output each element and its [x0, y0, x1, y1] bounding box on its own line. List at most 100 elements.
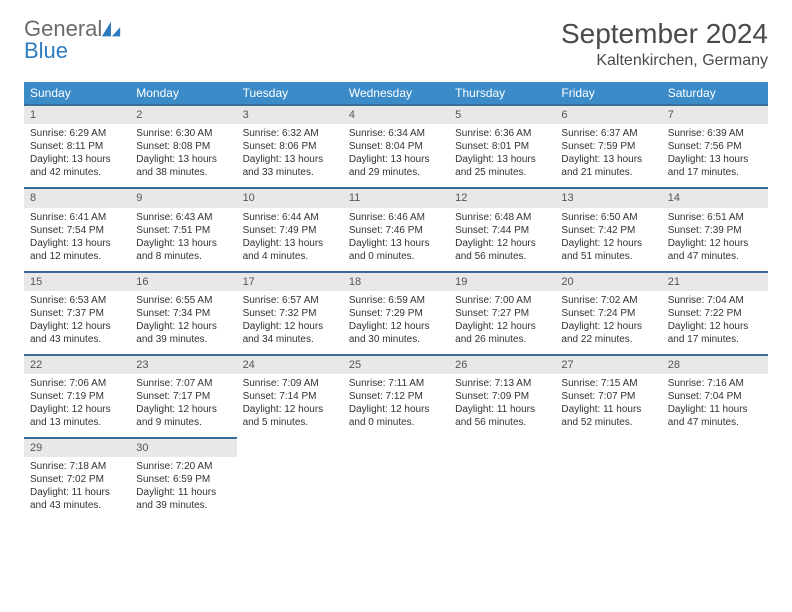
day-number: 7 — [662, 104, 768, 124]
day-cell: 18Sunrise: 6:59 AMSunset: 7:29 PMDayligh… — [343, 271, 449, 354]
sunrise-line: Sunrise: 6:37 AM — [561, 127, 655, 140]
day-body: Sunrise: 6:53 AMSunset: 7:37 PMDaylight:… — [24, 291, 130, 354]
sunrise-line: Sunrise: 6:51 AM — [668, 211, 762, 224]
sunrise-line: Sunrise: 6:55 AM — [136, 294, 230, 307]
title-block: September 2024 Kaltenkirchen, Germany — [561, 18, 768, 70]
sunrise-line: Sunrise: 7:13 AM — [455, 377, 549, 390]
day-body: Sunrise: 7:18 AMSunset: 7:02 PMDaylight:… — [24, 457, 130, 520]
day-cell: 30Sunrise: 7:20 AMSunset: 6:59 PMDayligh… — [130, 437, 236, 520]
sunrise-line: Sunrise: 7:07 AM — [136, 377, 230, 390]
day-cell — [555, 437, 661, 520]
day-cell: 3Sunrise: 6:32 AMSunset: 8:06 PMDaylight… — [237, 104, 343, 187]
daylight-line: Daylight: 12 hours and 26 minutes. — [455, 320, 549, 346]
sunset-line: Sunset: 7:42 PM — [561, 224, 655, 237]
daylight-line: Daylight: 12 hours and 39 minutes. — [136, 320, 230, 346]
day-number: 17 — [237, 271, 343, 291]
daylight-line: Daylight: 13 hours and 38 minutes. — [136, 153, 230, 179]
day-body: Sunrise: 6:59 AMSunset: 7:29 PMDaylight:… — [343, 291, 449, 354]
day-cell: 7Sunrise: 6:39 AMSunset: 7:56 PMDaylight… — [662, 104, 768, 187]
sunrise-line: Sunrise: 6:53 AM — [30, 294, 124, 307]
day-number: 12 — [449, 187, 555, 207]
week-row: 8Sunrise: 6:41 AMSunset: 7:54 PMDaylight… — [24, 187, 768, 270]
day-body: Sunrise: 6:48 AMSunset: 7:44 PMDaylight:… — [449, 208, 555, 271]
day-cell: 15Sunrise: 6:53 AMSunset: 7:37 PMDayligh… — [24, 271, 130, 354]
day-cell: 25Sunrise: 7:11 AMSunset: 7:12 PMDayligh… — [343, 354, 449, 437]
day-cell: 6Sunrise: 6:37 AMSunset: 7:59 PMDaylight… — [555, 104, 661, 187]
day-number: 3 — [237, 104, 343, 124]
sunset-line: Sunset: 7:22 PM — [668, 307, 762, 320]
daylight-line: Daylight: 13 hours and 17 minutes. — [668, 153, 762, 179]
day-number: 28 — [662, 354, 768, 374]
month-title: September 2024 — [561, 18, 768, 50]
sunset-line: Sunset: 7:39 PM — [668, 224, 762, 237]
day-header-row: SundayMondayTuesdayWednesdayThursdayFrid… — [24, 82, 768, 104]
daylight-line: Daylight: 13 hours and 0 minutes. — [349, 237, 443, 263]
day-cell: 28Sunrise: 7:16 AMSunset: 7:04 PMDayligh… — [662, 354, 768, 437]
sunset-line: Sunset: 8:06 PM — [243, 140, 337, 153]
day-number: 8 — [24, 187, 130, 207]
sunset-line: Sunset: 7:02 PM — [30, 473, 124, 486]
sunset-line: Sunset: 7:29 PM — [349, 307, 443, 320]
day-body: Sunrise: 7:11 AMSunset: 7:12 PMDaylight:… — [343, 374, 449, 437]
day-body: Sunrise: 6:43 AMSunset: 7:51 PMDaylight:… — [130, 208, 236, 271]
day-cell: 1Sunrise: 6:29 AMSunset: 8:11 PMDaylight… — [24, 104, 130, 187]
daylight-line: Daylight: 11 hours and 52 minutes. — [561, 403, 655, 429]
daylight-line: Daylight: 12 hours and 5 minutes. — [243, 403, 337, 429]
sunset-line: Sunset: 8:08 PM — [136, 140, 230, 153]
day-cell: 29Sunrise: 7:18 AMSunset: 7:02 PMDayligh… — [24, 437, 130, 520]
day-cell: 14Sunrise: 6:51 AMSunset: 7:39 PMDayligh… — [662, 187, 768, 270]
day-body: Sunrise: 7:07 AMSunset: 7:17 PMDaylight:… — [130, 374, 236, 437]
sunrise-line: Sunrise: 6:48 AM — [455, 211, 549, 224]
sunset-line: Sunset: 7:07 PM — [561, 390, 655, 403]
day-body: Sunrise: 7:02 AMSunset: 7:24 PMDaylight:… — [555, 291, 661, 354]
logo-text: GeneralBlue — [24, 18, 122, 62]
day-number: 2 — [130, 104, 236, 124]
sunset-line: Sunset: 7:32 PM — [243, 307, 337, 320]
sunrise-line: Sunrise: 6:43 AM — [136, 211, 230, 224]
daylight-line: Daylight: 13 hours and 25 minutes. — [455, 153, 549, 179]
sunrise-line: Sunrise: 7:02 AM — [561, 294, 655, 307]
day-number: 24 — [237, 354, 343, 374]
sunset-line: Sunset: 7:14 PM — [243, 390, 337, 403]
day-cell — [449, 437, 555, 520]
day-header-saturday: Saturday — [662, 82, 768, 104]
sunset-line: Sunset: 7:12 PM — [349, 390, 443, 403]
daylight-line: Daylight: 13 hours and 4 minutes. — [243, 237, 337, 263]
day-number: 21 — [662, 271, 768, 291]
day-header-tuesday: Tuesday — [237, 82, 343, 104]
daylight-line: Daylight: 12 hours and 43 minutes. — [30, 320, 124, 346]
sunrise-line: Sunrise: 7:15 AM — [561, 377, 655, 390]
day-body: Sunrise: 7:15 AMSunset: 7:07 PMDaylight:… — [555, 374, 661, 437]
daylight-line: Daylight: 13 hours and 29 minutes. — [349, 153, 443, 179]
daylight-line: Daylight: 11 hours and 56 minutes. — [455, 403, 549, 429]
day-cell: 13Sunrise: 6:50 AMSunset: 7:42 PMDayligh… — [555, 187, 661, 270]
sunset-line: Sunset: 7:19 PM — [30, 390, 124, 403]
day-body: Sunrise: 7:13 AMSunset: 7:09 PMDaylight:… — [449, 374, 555, 437]
day-body: Sunrise: 6:37 AMSunset: 7:59 PMDaylight:… — [555, 124, 661, 187]
day-body: Sunrise: 6:32 AMSunset: 8:06 PMDaylight:… — [237, 124, 343, 187]
day-cell: 10Sunrise: 6:44 AMSunset: 7:49 PMDayligh… — [237, 187, 343, 270]
day-body: Sunrise: 6:36 AMSunset: 8:01 PMDaylight:… — [449, 124, 555, 187]
daylight-line: Daylight: 13 hours and 21 minutes. — [561, 153, 655, 179]
sunset-line: Sunset: 8:11 PM — [30, 140, 124, 153]
logo-word-2: Blue — [24, 38, 68, 63]
day-cell: 12Sunrise: 6:48 AMSunset: 7:44 PMDayligh… — [449, 187, 555, 270]
daylight-line: Daylight: 11 hours and 47 minutes. — [668, 403, 762, 429]
day-body: Sunrise: 6:51 AMSunset: 7:39 PMDaylight:… — [662, 208, 768, 271]
sunrise-line: Sunrise: 6:29 AM — [30, 127, 124, 140]
day-number: 13 — [555, 187, 661, 207]
day-number: 19 — [449, 271, 555, 291]
day-cell: 22Sunrise: 7:06 AMSunset: 7:19 PMDayligh… — [24, 354, 130, 437]
day-number: 6 — [555, 104, 661, 124]
day-cell: 8Sunrise: 6:41 AMSunset: 7:54 PMDaylight… — [24, 187, 130, 270]
day-cell: 11Sunrise: 6:46 AMSunset: 7:46 PMDayligh… — [343, 187, 449, 270]
day-body: Sunrise: 6:46 AMSunset: 7:46 PMDaylight:… — [343, 208, 449, 271]
day-number: 23 — [130, 354, 236, 374]
day-cell: 23Sunrise: 7:07 AMSunset: 7:17 PMDayligh… — [130, 354, 236, 437]
day-body: Sunrise: 6:34 AMSunset: 8:04 PMDaylight:… — [343, 124, 449, 187]
sunrise-line: Sunrise: 6:32 AM — [243, 127, 337, 140]
daylight-line: Daylight: 12 hours and 34 minutes. — [243, 320, 337, 346]
day-cell: 4Sunrise: 6:34 AMSunset: 8:04 PMDaylight… — [343, 104, 449, 187]
sunrise-line: Sunrise: 7:06 AM — [30, 377, 124, 390]
sunrise-line: Sunrise: 7:16 AM — [668, 377, 762, 390]
